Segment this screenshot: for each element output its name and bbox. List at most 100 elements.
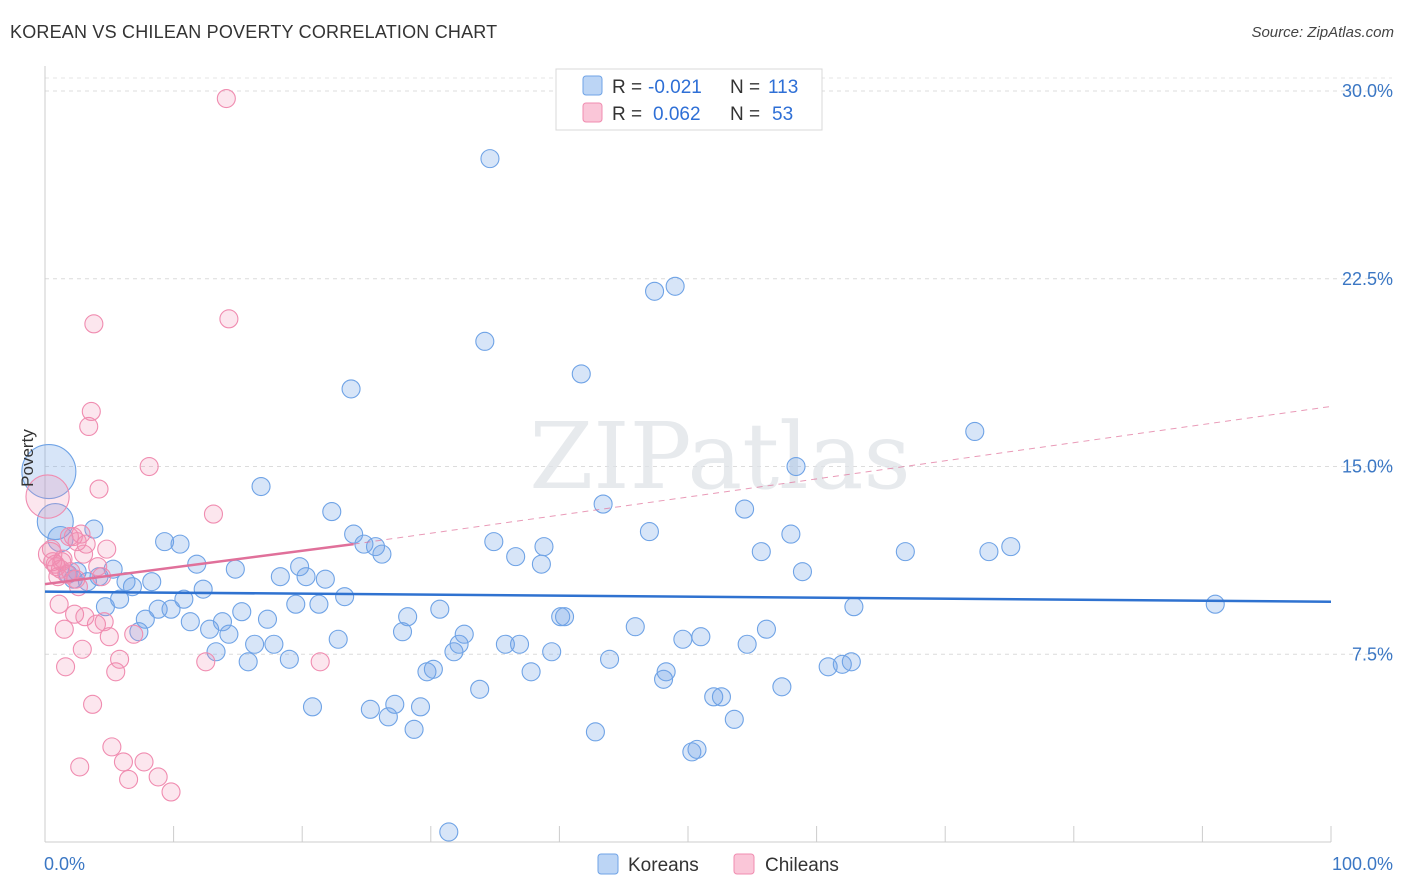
korean-point-79 <box>571 364 591 384</box>
legend-korean-n-label: N = <box>730 77 760 98</box>
korean-point-111 <box>1001 537 1021 557</box>
korean-point-110 <box>979 542 999 562</box>
korean-point-89 <box>673 629 693 649</box>
chilean-point-41 <box>216 88 236 109</box>
y-tick-label-3: 30.0% <box>1342 81 1393 101</box>
legend-korean-r-value: -0.021 <box>648 77 702 98</box>
korean-point-99 <box>756 619 776 639</box>
korean-point-71 <box>506 547 526 567</box>
korean-point-38 <box>286 594 306 614</box>
chilean-point-30 <box>106 662 126 682</box>
korean-point-30 <box>232 602 252 622</box>
chilean-point-49 <box>67 532 87 552</box>
korean-point-29 <box>225 559 245 579</box>
korean-point-15 <box>135 609 155 629</box>
chilean-point-39 <box>196 652 216 672</box>
korean-point-20 <box>170 534 190 554</box>
korean-point-73 <box>521 662 541 682</box>
korean-point-104 <box>818 657 838 677</box>
korean-point-16 <box>142 572 162 592</box>
chilean-point-27 <box>97 539 117 559</box>
chilean-point-4 <box>49 594 69 614</box>
korean-point-37 <box>279 649 299 669</box>
korean-point-106 <box>841 652 861 672</box>
korean-point-69 <box>484 532 504 552</box>
korean-point-48 <box>344 524 364 544</box>
chilean-point-35 <box>134 752 154 772</box>
chilean-point-34 <box>124 624 144 644</box>
y-tick-label-0: 7.5% <box>1352 644 1393 664</box>
grid-lines <box>45 77 1392 655</box>
chilean-point-51 <box>41 539 61 559</box>
korean-point-51 <box>365 537 386 557</box>
chilean-point-22 <box>84 314 104 334</box>
korean-point-44 <box>322 502 342 522</box>
chilean-point-42 <box>219 309 239 329</box>
chilean-trend-line <box>44 542 354 586</box>
korean-point-112 <box>1205 594 1225 614</box>
legend-korean-r-label: R = <box>612 77 642 98</box>
korean-point-40 <box>296 567 316 587</box>
y-tick-label-1: 15.0% <box>1342 457 1393 477</box>
korean-point-75 <box>534 537 554 557</box>
korean-point-55 <box>392 622 413 642</box>
legend-korean-swatch <box>582 75 603 96</box>
bottom-legend-korean-swatch <box>597 853 619 875</box>
chilean-point-26 <box>94 612 114 632</box>
bottom-legend-korean-label: Koreans <box>628 855 699 876</box>
chilean-point-37 <box>148 767 168 787</box>
chilean-point-40 <box>203 504 224 524</box>
y-tick-label-2: 22.5% <box>1342 269 1393 289</box>
korean-point-61 <box>430 599 450 619</box>
korean-point-31 <box>238 652 258 672</box>
korean-point-83 <box>625 617 645 637</box>
korean-point-45 <box>328 629 348 649</box>
korean-point-82 <box>600 649 620 669</box>
korean-point-1 <box>36 503 74 541</box>
korean-points <box>21 149 1225 842</box>
watermark: ZIPatlas <box>529 403 910 510</box>
korean-point-28 <box>219 624 239 644</box>
korean-point-57 <box>404 719 424 739</box>
korean-point-80 <box>585 722 605 742</box>
chilean-points <box>25 88 330 802</box>
korean-point-64 <box>449 634 469 654</box>
korean-point-32 <box>245 634 265 654</box>
korean-point-0 <box>21 443 77 500</box>
korean-point-19 <box>161 599 181 619</box>
chilean-point-6 <box>54 619 74 639</box>
axes <box>44 66 1332 843</box>
chilean-point-0 <box>25 474 70 519</box>
korean-point-60 <box>423 659 443 679</box>
chilean-point-29 <box>102 737 122 757</box>
korean-point-68 <box>480 149 500 169</box>
korean-point-36 <box>270 567 290 587</box>
korean-point-11 <box>110 589 130 609</box>
korean-point-24 <box>193 579 213 599</box>
korean-point-97 <box>737 634 757 654</box>
chilean-point-19 <box>79 416 99 437</box>
korean-point-65 <box>454 624 474 644</box>
chilean-point-33 <box>119 769 139 789</box>
korean-point-96 <box>735 499 755 519</box>
korean-point-84 <box>639 522 659 542</box>
korean-point-27 <box>212 612 233 632</box>
korean-point-26 <box>206 642 226 662</box>
chilean-point-38 <box>161 782 181 802</box>
korean-point-74 <box>531 554 551 574</box>
chilean-point-20 <box>81 401 101 421</box>
korean-point-98 <box>751 542 771 562</box>
korean-point-52 <box>372 544 392 564</box>
legend: R = -0.021 N = 113 R = 0.062 N = 53 <box>555 68 823 131</box>
korean-point-56 <box>398 607 418 627</box>
korean-point-39 <box>290 557 310 577</box>
legend-chilean-r-label: R = <box>612 104 642 125</box>
korean-point-91 <box>687 739 707 759</box>
chilean-point-15 <box>72 639 92 659</box>
korean-point-86 <box>654 669 674 689</box>
chart-title: KOREAN VS CHILEAN POVERTY CORRELATION CH… <box>10 22 498 42</box>
korean-point-78 <box>554 607 575 627</box>
chilean-point-36 <box>139 456 159 477</box>
legend-chilean-n-value: 53 <box>772 104 793 125</box>
korean-point-92 <box>691 627 711 647</box>
